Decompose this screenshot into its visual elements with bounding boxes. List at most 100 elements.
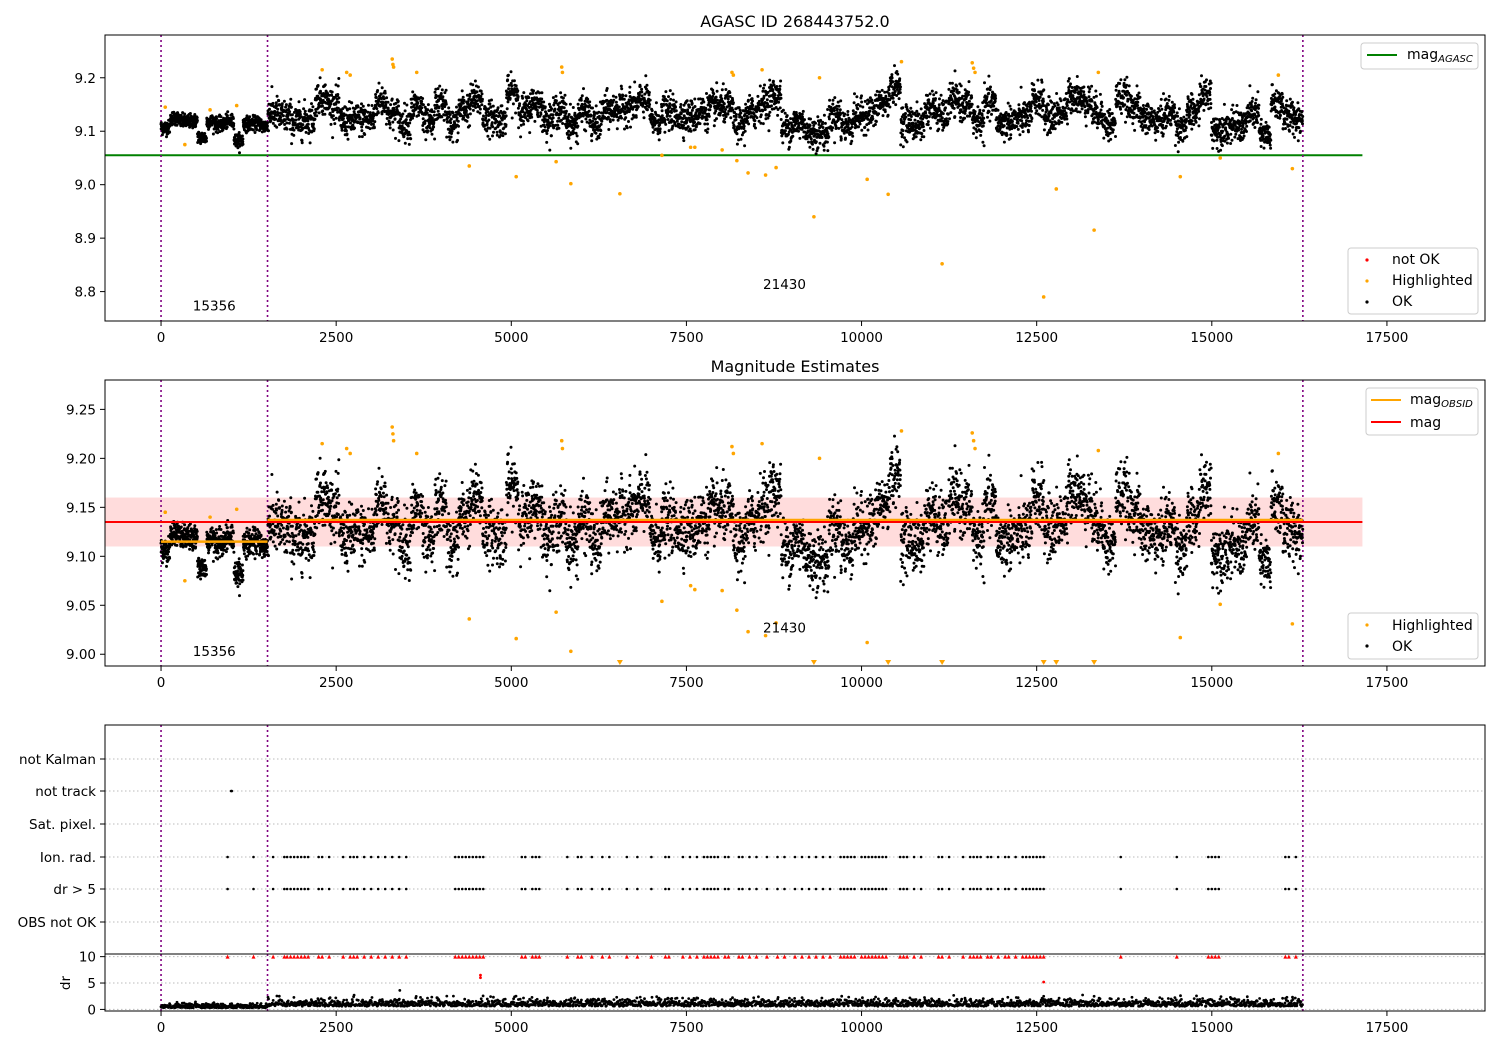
ok-point [1042, 88, 1046, 92]
ok-point [800, 112, 804, 116]
ok-point [430, 132, 434, 136]
ok-point [705, 92, 708, 95]
ok-point [1117, 89, 1121, 93]
ok-point [1006, 117, 1010, 121]
ok-point [904, 115, 908, 119]
ok-point [420, 106, 424, 110]
ok-point [510, 116, 514, 120]
ok-point [955, 84, 959, 88]
ok-point [801, 109, 805, 113]
ok-point [697, 115, 701, 119]
ok-point [1109, 137, 1113, 141]
ok-point [668, 102, 672, 106]
ok-point [846, 113, 850, 117]
ok-point [902, 120, 906, 124]
ok-point [667, 129, 671, 133]
ok-point [195, 119, 199, 122]
ok-point [274, 101, 278, 105]
ok-point [620, 87, 624, 91]
ok-point [667, 95, 670, 99]
ok-point [388, 126, 392, 130]
ok-point [549, 134, 553, 138]
ok-point [374, 96, 378, 99]
ok-point [310, 108, 314, 112]
ok-point [363, 133, 367, 136]
ok-point [344, 129, 348, 133]
ok-point [390, 97, 394, 101]
ok-point [941, 128, 945, 132]
ok-point [914, 135, 918, 139]
ok-point [1045, 108, 1049, 112]
ok-point [963, 111, 967, 115]
ok-point [668, 89, 672, 93]
ok-point [1041, 108, 1045, 112]
ok-point [438, 84, 442, 88]
ok-point [679, 105, 682, 109]
ok-point [292, 133, 296, 137]
ok-point [226, 110, 230, 114]
ok-point [447, 106, 451, 110]
ok-point [287, 121, 291, 125]
ok-point [525, 99, 529, 103]
ok-point [927, 98, 931, 102]
ok-point [1010, 119, 1014, 123]
ok-point [168, 130, 172, 134]
ok-point [471, 83, 475, 87]
ok-point [590, 139, 594, 143]
ok-point [215, 117, 219, 120]
ok-point [274, 117, 278, 121]
ok-point [569, 146, 573, 150]
ok-point [674, 109, 678, 113]
ok-point [250, 117, 254, 121]
ok-point [385, 117, 389, 120]
ok-point [315, 87, 318, 91]
ok-point [959, 116, 963, 119]
ok-point [484, 116, 488, 120]
ok-point [394, 136, 397, 140]
ok-point [281, 114, 285, 118]
ok-point [821, 126, 825, 129]
ok-point [926, 120, 930, 124]
ok-point [874, 93, 878, 97]
ok-point [654, 101, 658, 105]
ok-point [759, 113, 763, 117]
ok-point [992, 104, 996, 108]
ok-point [211, 132, 215, 136]
ok-point [1009, 136, 1013, 140]
ok-point [894, 103, 898, 107]
ok-point [775, 85, 779, 88]
ok-point [591, 106, 594, 110]
ok-point [672, 98, 675, 102]
ok-point [421, 117, 425, 121]
ok-point [280, 102, 284, 106]
ok-point [724, 115, 728, 119]
ok-point [726, 97, 730, 101]
ok-point [873, 123, 877, 126]
ok-point [342, 112, 346, 116]
ok-point [527, 96, 531, 100]
ok-point [905, 140, 909, 144]
ok-point [289, 105, 293, 109]
ok-point [879, 94, 883, 97]
ok-point [1083, 115, 1087, 119]
ok-point [909, 118, 913, 122]
ok-point [391, 120, 395, 124]
ok-point [500, 104, 504, 108]
ok-point [707, 114, 711, 118]
ok-point [423, 119, 427, 123]
ok-point [770, 99, 774, 103]
ok-point [417, 113, 421, 117]
ok-point [835, 107, 839, 111]
ok-point [679, 112, 683, 116]
ok-point [284, 103, 288, 107]
ok-point [981, 124, 985, 128]
ok-point [1050, 100, 1054, 104]
ok-point [426, 103, 430, 107]
ok-point [416, 101, 420, 105]
ok-point [928, 92, 932, 96]
ok-point [754, 126, 757, 130]
ok-point [926, 123, 930, 127]
ok-point [1096, 117, 1100, 121]
ok-point [1059, 99, 1063, 103]
